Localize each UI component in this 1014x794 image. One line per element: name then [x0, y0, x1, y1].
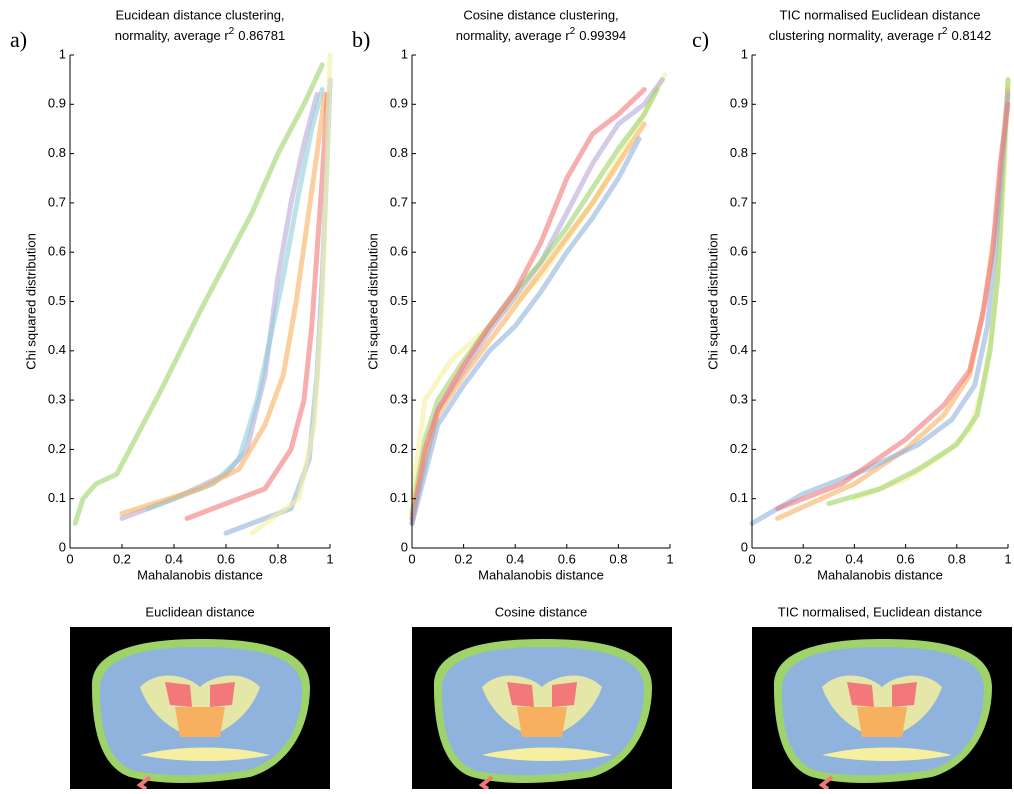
x-tick-label: 0.4 [165, 551, 183, 566]
data-curve [249, 52, 333, 536]
y-tick-label: 0.7 [48, 194, 66, 209]
image-title: TIC normalised, Euclidean distance [778, 604, 983, 619]
chart-panel: c) TIC normalised Euclidean distance clust… [692, 7, 1014, 791]
y-tick-label: 0.2 [48, 441, 66, 456]
title-text: clustering normality, average r [769, 28, 943, 43]
x-tick-label: 0 [748, 551, 755, 566]
chart-title: normality, average r2 0.86781 [115, 26, 285, 44]
cluster-image [68, 625, 332, 791]
cluster-image [750, 625, 1014, 791]
x-tick-label: 0.2 [794, 551, 812, 566]
x-tick-label: 1 [326, 551, 333, 566]
x-tick-label: 1 [666, 551, 673, 566]
y-tick-label: 0.4 [390, 342, 408, 357]
y-axis-label: Chi squared distribution [705, 233, 720, 370]
chart-panel: b) Cosine distance clustering, normality, … [352, 7, 674, 791]
y-tick-label: 0.3 [390, 392, 408, 407]
title-superscript: 2 [570, 26, 576, 37]
image-title: Cosine distance [495, 604, 588, 619]
title-superscript: 2 [942, 26, 948, 37]
data-curve [184, 91, 330, 521]
data-curve [409, 121, 647, 521]
y-tick-label: 0.1 [48, 490, 66, 505]
y-tick-label: 0.6 [390, 244, 408, 259]
data-curve [826, 77, 1011, 507]
chart-title: normality, average r2 0.99394 [456, 26, 626, 44]
y-tick-label: 0.3 [48, 392, 66, 407]
y-tick-label: 0.8 [730, 145, 748, 160]
y-tick-label: 0.9 [730, 96, 748, 111]
y-tick-label: 0.8 [48, 145, 66, 160]
y-tick-label: 0.4 [48, 342, 66, 357]
data-curve [409, 87, 647, 526]
title-text: normality, average r [456, 28, 571, 43]
title-value: 0.8142 [951, 28, 991, 43]
y-tick-label: 0.3 [730, 392, 748, 407]
x-tick-label: 0.8 [948, 551, 966, 566]
data-curve [119, 91, 328, 516]
y-tick-label: 0.9 [48, 96, 66, 111]
x-tick-label: 0.8 [269, 551, 287, 566]
data-curve [72, 62, 325, 526]
data-curve [775, 101, 1011, 512]
chart-title: Cosine distance clustering, [463, 7, 618, 22]
x-axis-label: Mahalanobis distance [478, 567, 604, 582]
x-tick-label: 0 [66, 551, 73, 566]
y-tick-label: 0.5 [48, 293, 66, 308]
title-superscript: 2 [229, 26, 235, 37]
y-tick-label: 0.5 [390, 293, 408, 308]
y-tick-label: 0.9 [390, 96, 408, 111]
title-value: 0.86781 [238, 28, 285, 43]
x-tick-label: 0 [408, 551, 415, 566]
y-tick-label: 0.4 [730, 342, 748, 357]
y-tick-label: 1 [59, 46, 66, 61]
x-tick-label: 0.4 [506, 551, 524, 566]
y-tick-label: 0 [401, 539, 408, 554]
chart-title: TIC normalised Euclidean distance [780, 7, 981, 22]
title-text: normality, average r [115, 28, 230, 43]
chart-title: clustering normality, average r2 0.8142 [769, 26, 992, 44]
y-tick-label: 0.2 [730, 441, 748, 456]
y-tick-label: 0.7 [730, 194, 748, 209]
y-axis-label: Chi squared distribution [365, 233, 380, 370]
x-tick-label: 1 [1004, 551, 1011, 566]
x-tick-label: 0.2 [455, 551, 473, 566]
x-tick-label: 0.8 [609, 551, 627, 566]
x-tick-label: 0.2 [113, 551, 131, 566]
y-tick-label: 0.7 [390, 194, 408, 209]
image-title: Euclidean distance [145, 604, 254, 619]
y-tick-label: 0 [741, 539, 748, 554]
x-tick-label: 0.6 [558, 551, 576, 566]
x-tick-label: 0.6 [217, 551, 235, 566]
data-curve [409, 136, 642, 526]
y-tick-label: 0.5 [730, 293, 748, 308]
chart-panel: a) Eucidean distance clustering, normality… [10, 7, 334, 791]
x-axis-label: Mahalanobis distance [817, 567, 943, 582]
x-tick-label: 0.6 [897, 551, 915, 566]
y-tick-label: 0.6 [730, 244, 748, 259]
cluster-image [410, 625, 674, 791]
title-value: 0.99394 [579, 28, 626, 43]
chart-title: Eucidean distance clustering, [115, 7, 284, 22]
y-tick-label: 0 [59, 539, 66, 554]
y-tick-label: 1 [401, 46, 408, 61]
y-tick-label: 0.2 [390, 441, 408, 456]
y-tick-label: 0.8 [390, 145, 408, 160]
panel-label: c) [692, 27, 709, 52]
panel-label: a) [10, 27, 27, 52]
x-tick-label: 0.4 [845, 551, 863, 566]
y-axis-label: Chi squared distribution [23, 233, 38, 370]
data-curve [409, 87, 660, 516]
y-tick-label: 1 [741, 46, 748, 61]
y-tick-label: 0.1 [390, 490, 408, 505]
x-axis-label: Mahalanobis distance [137, 567, 263, 582]
y-tick-label: 0.6 [48, 244, 66, 259]
y-tick-label: 0.1 [730, 490, 748, 505]
panel-label: b) [352, 27, 370, 52]
